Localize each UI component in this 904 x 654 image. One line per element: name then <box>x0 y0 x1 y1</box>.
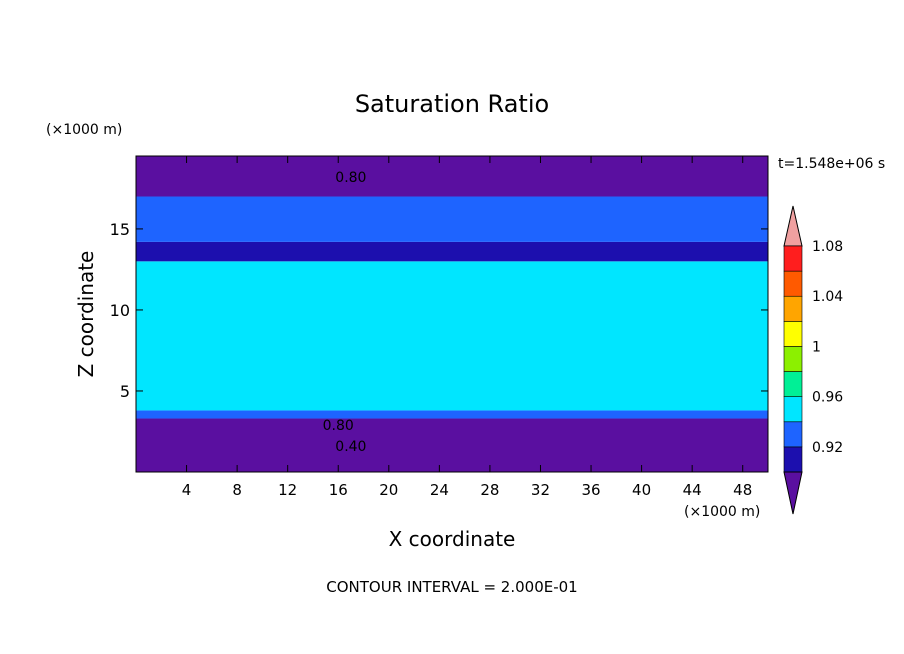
colorbar-level-label: 1 <box>812 339 821 355</box>
y-tick-label: 10 <box>110 301 130 320</box>
colorbar-level-label: 1.08 <box>812 239 843 255</box>
contour-label: 0.80 <box>335 170 366 186</box>
x-axis-ticks: 4 8 12 16 20 24 28 32 36 40 44 48 <box>182 156 752 499</box>
colorbar-box <box>783 295 803 322</box>
colorbar-box <box>783 421 803 448</box>
plot-area: 0.80 0.80 0.40 <box>135 155 769 473</box>
x-tick-label: 24 <box>430 481 449 499</box>
x-tick-label: 32 <box>531 481 550 499</box>
colorbar-box <box>783 446 803 473</box>
x-unit-label: (×1000 m) <box>684 504 760 520</box>
x-tick-label: 40 <box>632 481 651 499</box>
y-tick-label: 15 <box>110 220 130 239</box>
x-tick-label: 8 <box>232 481 242 499</box>
y-axis-ticks: 5 10 15 <box>110 220 768 401</box>
field-band <box>136 261 768 411</box>
x-tick-label: 20 <box>379 481 398 499</box>
chart-title: Saturation Ratio <box>355 90 549 118</box>
field-band <box>136 156 768 197</box>
x-tick-label: 44 <box>683 481 702 499</box>
x-tick-label: 16 <box>329 481 348 499</box>
y-axis-label: Z coordinate <box>74 251 98 378</box>
colorbar-box <box>783 270 803 297</box>
x-tick-label: 4 <box>182 481 192 499</box>
colorbar-bottom-arrow <box>783 471 803 515</box>
colorbar-box <box>783 321 803 347</box>
contour-interval-label: CONTOUR INTERVAL = 2.000E-01 <box>326 578 577 596</box>
colorbar-level-label: 0.92 <box>812 440 843 456</box>
colorbar-box <box>783 396 803 423</box>
y-unit-label: (×1000 m) <box>46 122 122 138</box>
colorbar-top-arrow <box>783 205 803 247</box>
colorbar-level-label: 0.96 <box>812 390 843 406</box>
x-axis-label: X coordinate <box>389 527 516 551</box>
plot-frame <box>135 155 769 473</box>
x-tick-label: 28 <box>480 481 499 499</box>
field-band <box>136 410 768 419</box>
colorbar-box <box>783 245 803 272</box>
time-label: t=1.548e+06 s <box>778 156 885 172</box>
field-band <box>136 241 768 262</box>
field-band <box>136 196 768 242</box>
field-band <box>136 418 768 472</box>
x-tick-label: 48 <box>733 481 752 499</box>
colorbar-box <box>783 346 803 372</box>
colorbar-level-label: 1.04 <box>812 289 843 305</box>
contour-label: 0.80 <box>323 418 354 434</box>
contour-label: 0.40 <box>335 439 366 455</box>
x-tick-label: 36 <box>581 481 600 499</box>
x-tick-label: 12 <box>278 481 297 499</box>
y-tick-label: 5 <box>120 382 130 401</box>
colorbar-box <box>783 371 803 397</box>
colorbar: 0.92 0.96 1 1.04 1.08 <box>783 205 843 515</box>
